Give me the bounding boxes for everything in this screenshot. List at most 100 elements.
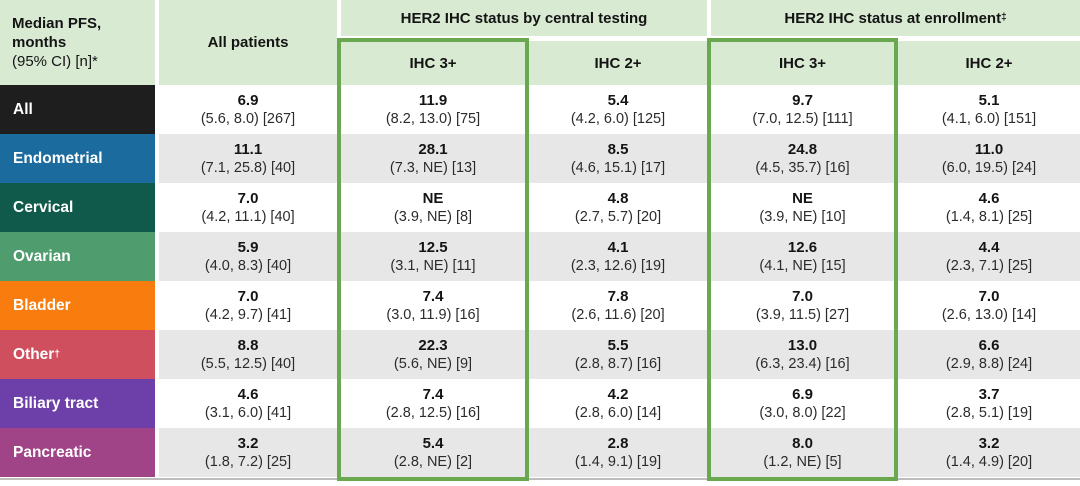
table-row: Pancreatic 3.2 (1.8, 7.2) [25] 5.4 (2.8, NE… (0, 428, 1080, 477)
data-cell: 22.3 (5.6, NE) [9] (341, 330, 525, 379)
data-cell: 4.1 (2.3, 12.6) [19] (529, 232, 707, 281)
table-row: Cervical 7.0 (4.2, 11.1) [40] NE (3.9, NE) … (0, 183, 1080, 232)
median-value: 11.9 (418, 91, 448, 109)
data-cell: 7.4 (2.8, 12.5) [16] (341, 379, 525, 428)
column-header-ihc2-central: IHC 2+ (529, 41, 707, 85)
data-cell: 8.5 (4.6, 15.1) [17] (529, 134, 707, 183)
table-row: Endometrial 11.1 (7.1, 25.8) [40] 28.1 (7.3… (0, 134, 1080, 183)
ci-n-value: (5.5, 12.5) [40] (200, 355, 296, 372)
median-value: 28.1 (418, 140, 448, 158)
median-value: 8.0 (792, 434, 813, 452)
ci-n-value: (2.3, 12.6) [19] (570, 257, 666, 274)
data-cell: NE (3.9, NE) [8] (341, 183, 525, 232)
data-cell: 3.7 (2.8, 5.1) [19] (898, 379, 1080, 428)
row-label: Ovarian (0, 232, 155, 281)
corner-header-median-pfs: Median PFS, months (95% CI) [n]* (0, 0, 155, 85)
row-label: Pancreatic (0, 428, 155, 477)
data-cell: 24.8 (4.5, 35.7) [16] (711, 134, 894, 183)
data-cell: 6.9 (3.0, 8.0) [22] (711, 379, 894, 428)
ci-n-value: (1.2, NE) [5] (763, 453, 842, 470)
ci-n-value: (2.8, 8.7) [16] (574, 355, 662, 372)
data-cell: 4.2 (2.8, 6.0) [14] (529, 379, 707, 428)
ci-n-value: (3.9, NE) [8] (393, 208, 473, 225)
group-header-enrollment-label: HER2 IHC status at enrollment (784, 9, 1002, 27)
ci-n-value: (3.1, 6.0) [41] (204, 404, 292, 421)
median-value: 5.4 (607, 91, 629, 109)
median-value: 2.8 (607, 434, 629, 452)
median-value: 6.9 (237, 91, 259, 109)
data-cell: 6.6 (2.9, 8.8) [24] (898, 330, 1080, 379)
median-value: 9.7 (792, 91, 813, 109)
row-label: Cervical (0, 183, 155, 232)
median-value: 6.6 (978, 336, 1000, 354)
table-body: All 6.9 (5.6, 8.0) [267] 11.9 (8.2, 13.0) [… (0, 85, 1080, 477)
data-cell: 7.0 (3.9, 11.5) [27] (711, 281, 894, 330)
median-value: 12.6 (787, 238, 818, 256)
data-cell: 11.0 (6.0, 19.5) [24] (898, 134, 1080, 183)
ci-n-value: (2.7, 5.7) [20] (574, 208, 662, 225)
data-cell: 3.2 (1.8, 7.2) [25] (159, 428, 337, 477)
median-value: 7.0 (237, 189, 259, 207)
ci-n-value: (1.8, 7.2) [25] (204, 453, 292, 470)
data-cell: 12.5 (3.1, NE) [11] (341, 232, 525, 281)
ci-n-value: (3.1, NE) [11] (390, 257, 476, 274)
group-header-central-testing: HER2 IHC status by central testing (341, 0, 707, 36)
group-header-central-label: HER2 IHC status by central testing (400, 9, 648, 27)
data-cell: 4.4 (2.3, 7.1) [25] (898, 232, 1080, 281)
ci-n-value: (7.0, 12.5) [111] (752, 110, 853, 127)
column-header-ihc3-central: IHC 3+ (341, 41, 525, 85)
ci-n-value: (2.6, 13.0) [14] (941, 306, 1037, 323)
data-cell: 9.7 (7.0, 12.5) [111] (711, 85, 894, 134)
ci-n-value: (4.2, 6.0) [125] (570, 110, 666, 127)
median-value: 24.8 (787, 140, 818, 158)
column-header-ihc3-enrollment: IHC 3+ (711, 41, 894, 85)
data-cell: 5.1 (4.1, 6.0) [151] (898, 85, 1080, 134)
table-row: Biliary tract 4.6 (3.1, 6.0) [41] 7.4 (2.8,… (0, 379, 1080, 428)
median-value: 22.3 (418, 336, 448, 354)
table-row: Ovarian 5.9 (4.0, 8.3) [40] 12.5 (3.1, NE) … (0, 232, 1080, 281)
data-cell: 7.8 (2.6, 11.6) [20] (529, 281, 707, 330)
data-cell: 12.6 (4.1, NE) [15] (711, 232, 894, 281)
ci-n-value: (2.8, 12.5) [16] (385, 404, 481, 421)
ci-n-value: (8.2, 13.0) [75] (385, 110, 481, 127)
median-value: 8.8 (237, 336, 259, 354)
ci-n-value: (4.2, 9.7) [41] (204, 306, 292, 323)
ci-n-value: (3.0, 11.9) [16] (386, 306, 480, 323)
data-cell: 11.9 (8.2, 13.0) [75] (341, 85, 525, 134)
bottom-rule (0, 478, 1080, 480)
ci-n-value: (5.6, NE) [9] (393, 355, 473, 372)
corner-title: Median PFS, months (12, 15, 102, 51)
ci-n-value: (3.9, NE) [10] (759, 208, 846, 225)
data-cell: 5.4 (2.8, NE) [2] (341, 428, 525, 477)
ci-n-value: (6.0, 19.5) [24] (941, 159, 1037, 176)
table-header: Median PFS, months (95% CI) [n]* All pat… (0, 0, 1080, 85)
median-value: 5.9 (237, 238, 259, 256)
ci-n-value: (1.4, 8.1) [25] (945, 208, 1033, 225)
row-label: Bladder (0, 281, 155, 330)
median-value: 11.0 (974, 140, 1004, 158)
column-header-all-patients: All patients (159, 0, 337, 85)
data-cell: 28.1 (7.3, NE) [13] (341, 134, 525, 183)
median-value: 7.8 (607, 287, 629, 305)
median-value: NE (422, 189, 444, 207)
data-cell: NE (3.9, NE) [10] (711, 183, 894, 232)
data-cell: 8.8 (5.5, 12.5) [40] (159, 330, 337, 379)
data-cell: 7.0 (2.6, 13.0) [14] (898, 281, 1080, 330)
median-value: 4.8 (607, 189, 629, 207)
median-value: NE (792, 189, 813, 207)
ci-n-value: (4.1, 6.0) [151] (941, 110, 1037, 127)
median-value: 3.2 (978, 434, 1000, 452)
table-row: Bladder 7.0 (4.2, 9.7) [41] 7.4 (3.0, 11.9)… (0, 281, 1080, 330)
ci-n-value: (4.0, 8.3) [40] (204, 257, 292, 274)
data-cell: 7.0 (4.2, 11.1) [40] (159, 183, 337, 232)
median-value: 5.1 (978, 91, 1000, 109)
data-cell: 5.9 (4.0, 8.3) [40] (159, 232, 337, 281)
ci-n-value: (7.3, NE) [13] (389, 159, 477, 176)
ci-n-value: (1.4, 9.1) [19] (574, 453, 662, 470)
median-value: 11.1 (233, 140, 263, 158)
ci-n-value: (7.1, 25.8) [40] (200, 159, 296, 176)
median-value: 3.7 (978, 385, 1000, 403)
median-value: 5.5 (607, 336, 629, 354)
group-header-enrollment: HER2 IHC status at enrollment ‡ (711, 0, 1080, 36)
